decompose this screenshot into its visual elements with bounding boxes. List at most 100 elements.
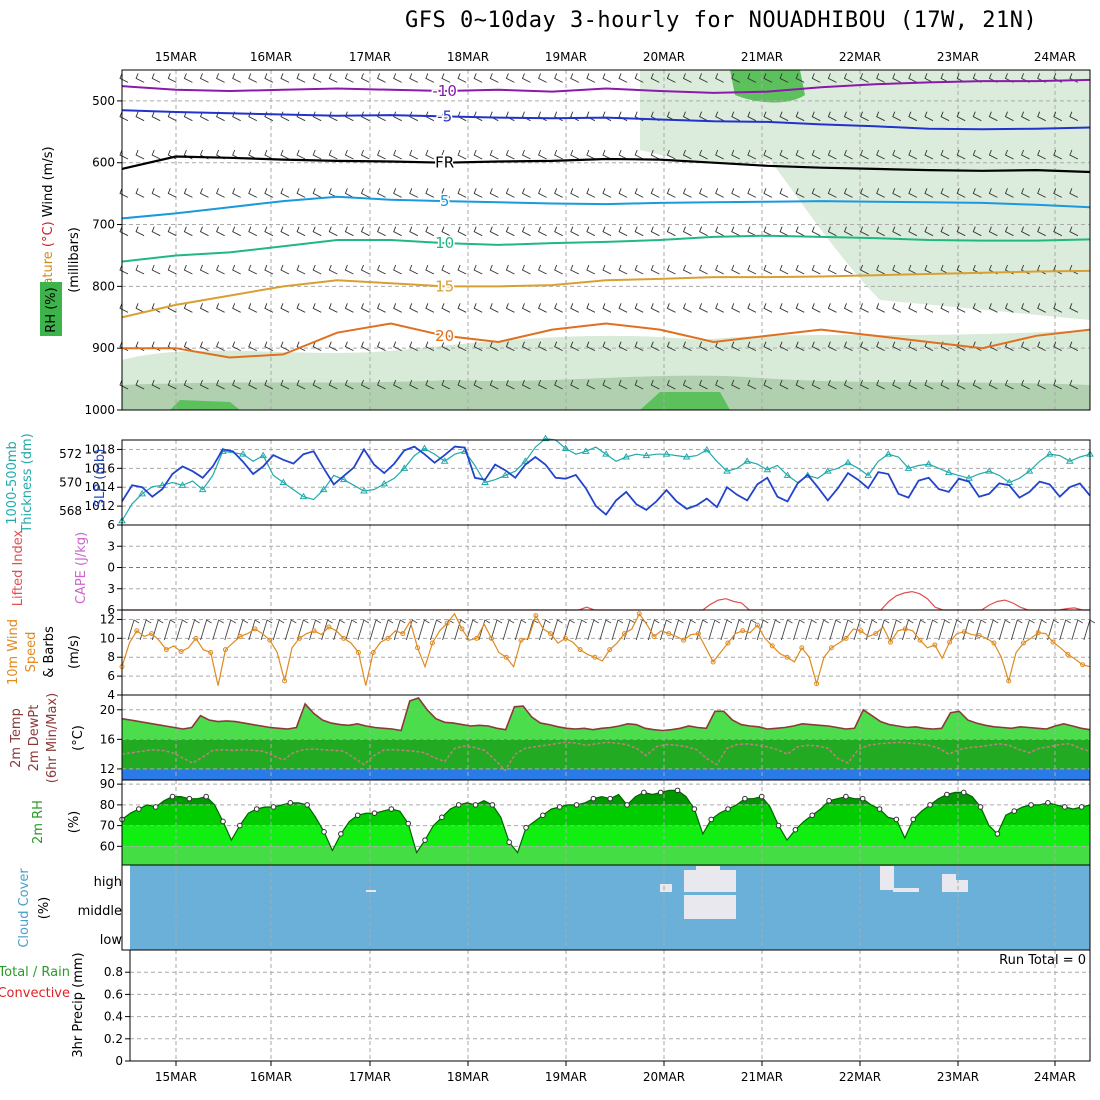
wind-barb — [457, 149, 467, 160]
wind-barb — [280, 149, 290, 160]
surface-wind-barb — [1083, 619, 1096, 641]
wind-ylabel: & Barbs — [42, 626, 57, 678]
wind-barb — [554, 303, 563, 313]
top-date-label: 21MAR — [741, 50, 783, 64]
thickness-marker — [339, 475, 348, 483]
wind-barb — [634, 303, 644, 313]
wind-barb — [940, 149, 950, 160]
wind-barb — [441, 226, 451, 237]
wind-barb — [296, 303, 306, 313]
wind-speed-marker — [326, 624, 332, 630]
surface-wind-barb — [647, 619, 660, 641]
wind-barb — [779, 303, 789, 313]
wind-barb — [892, 149, 902, 160]
top-date-label: 19MAR — [545, 50, 587, 64]
wind-barb — [779, 73, 789, 83]
wind-barb — [1053, 264, 1063, 275]
rh-marker — [169, 793, 176, 800]
wind-barb — [183, 303, 193, 313]
wind-barb — [956, 379, 966, 390]
wind-tick-label: 6 — [107, 669, 115, 683]
wind-barb — [119, 149, 129, 160]
wind-barb — [216, 188, 225, 198]
wind-barb — [312, 264, 322, 275]
surface-wind-barb — [381, 619, 394, 641]
wind-speed-marker — [400, 631, 406, 637]
wind-barb — [328, 379, 338, 390]
surface-wind-barb — [1022, 619, 1035, 641]
surface-wind-barb — [708, 619, 721, 641]
surface-wind-barb — [938, 619, 950, 641]
wind-barb — [763, 303, 773, 313]
wind-barb — [505, 149, 515, 160]
cloud-background — [130, 865, 1090, 950]
wind-barb — [860, 149, 869, 160]
wind-barb — [409, 226, 419, 237]
wind-barb — [521, 149, 531, 160]
wind-speed-marker — [932, 642, 938, 648]
series-line-slp — [121, 445, 1091, 516]
wind-barb — [554, 226, 563, 237]
rh-band — [122, 846, 1090, 865]
wind-barb — [248, 379, 258, 390]
wind-barb — [296, 73, 306, 83]
thickness-marker — [521, 457, 530, 464]
wind-barb — [570, 188, 580, 198]
wind-barb — [634, 73, 644, 83]
wind-barb — [1037, 341, 1046, 352]
wind-barb — [1021, 226, 1030, 237]
surface-wind-barb — [672, 619, 684, 641]
wind-barb — [699, 303, 708, 313]
wind-barb — [393, 379, 402, 390]
wind-speed-marker — [533, 613, 539, 619]
wind-barb — [699, 226, 708, 237]
wind-barb — [393, 188, 402, 198]
cloud-row-label: middle — [78, 904, 122, 919]
wind-barb — [940, 226, 950, 237]
surface-wind-barb — [1059, 619, 1071, 641]
wind-barb — [119, 188, 129, 198]
wind-barb — [554, 264, 563, 275]
cloud-patch — [366, 890, 376, 892]
wind-barb — [489, 149, 499, 160]
top-date-label: 22MAR — [839, 50, 881, 64]
wind-barb — [489, 111, 499, 122]
wind-barb — [763, 379, 773, 390]
contour-label: -5 — [437, 107, 452, 125]
wind-speed-marker — [562, 635, 568, 641]
pressure-tick-label: 700 — [92, 218, 115, 232]
top-date-label: 15MAR — [155, 50, 197, 64]
wind-speed-marker — [267, 637, 273, 643]
wind-barb — [956, 226, 966, 237]
wind-barb — [264, 149, 274, 160]
wind-barb — [699, 73, 708, 83]
wind-barb — [199, 226, 209, 237]
wind-barb — [682, 379, 692, 390]
rh-legend-swatch — [40, 282, 62, 336]
wind-barb — [360, 188, 370, 198]
wind-barb — [457, 341, 467, 352]
wind-barb — [1069, 149, 1079, 160]
wind-speed-marker — [1035, 630, 1041, 636]
wind-barb — [409, 188, 419, 198]
surface-wind-barb — [224, 619, 237, 641]
wind-barb — [489, 264, 499, 275]
wind-barb — [473, 341, 483, 352]
wind-barb — [538, 226, 547, 237]
temperature-contour — [121, 234, 1091, 263]
rh-marker — [371, 810, 378, 816]
thickness-marker — [662, 450, 671, 457]
cloud-patch — [956, 880, 968, 892]
wind-barb — [296, 226, 306, 237]
wind-barb — [135, 341, 145, 352]
wind-barb — [811, 264, 821, 275]
temperature-contour — [121, 78, 1091, 94]
bottom-date-label: 23MAR — [937, 1070, 979, 1084]
thickness-marker — [541, 434, 550, 442]
surface-wind-barb — [793, 619, 805, 641]
wind-barb — [296, 341, 306, 352]
rh-marker — [136, 806, 142, 812]
wind-barb — [199, 379, 209, 390]
wind-barb — [441, 264, 451, 275]
pressure-tick-label: 1000 — [84, 403, 115, 417]
